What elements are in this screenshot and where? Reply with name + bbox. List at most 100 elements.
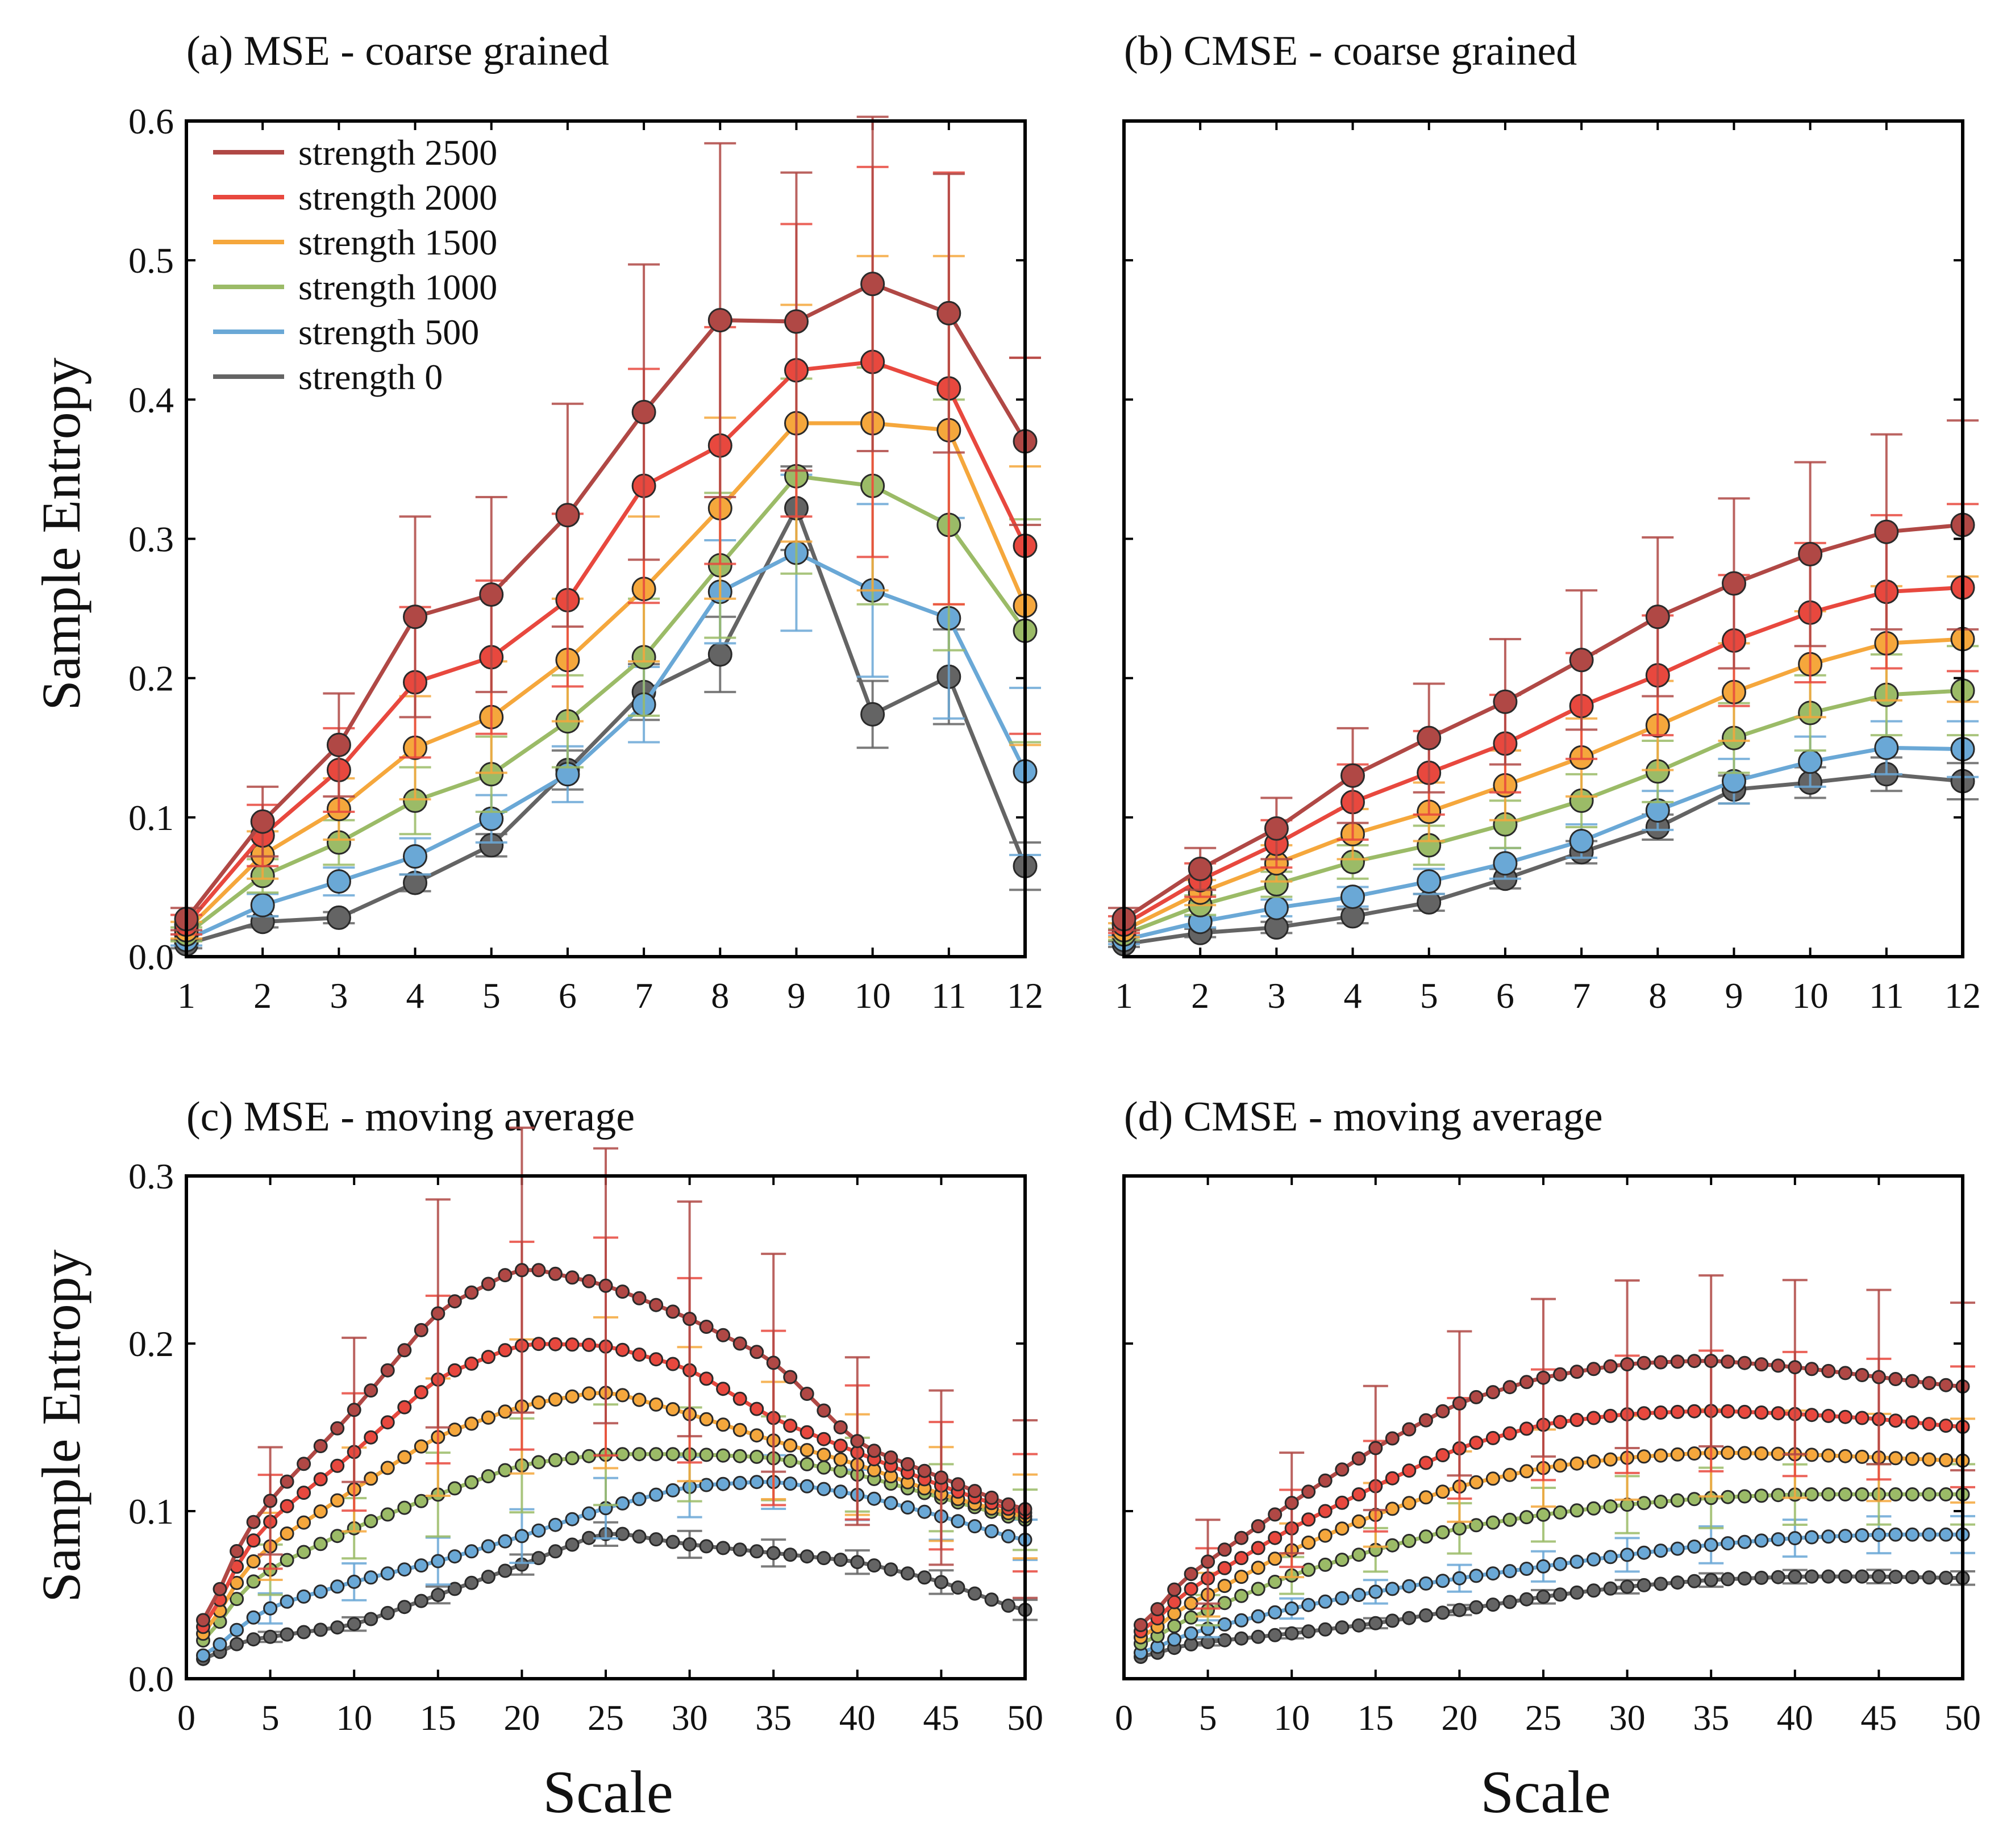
point-c-strength-0-38 bbox=[817, 1551, 831, 1566]
point-d-strength-1500-34 bbox=[1687, 1446, 1702, 1461]
point-c-strength-2500-22 bbox=[548, 1266, 563, 1281]
point-c-strength-0-9 bbox=[330, 1620, 345, 1635]
point-d-strength-500-14 bbox=[1351, 1588, 1366, 1602]
point-c-strength-500-42 bbox=[884, 1496, 898, 1511]
point-c-strength-2000-16 bbox=[447, 1363, 462, 1378]
point-b-strength-2500-2 bbox=[1188, 857, 1213, 881]
point-d-strength-2500-22 bbox=[1485, 1385, 1500, 1400]
xtick-label-d-10: 10 bbox=[1273, 1697, 1310, 1738]
series-c-strength-2500 bbox=[196, 1127, 1038, 1628]
point-d-strength-0-48 bbox=[1922, 1570, 1937, 1585]
point-d-strength-2000-18 bbox=[1418, 1455, 1433, 1470]
point-d-strength-1500-17 bbox=[1402, 1496, 1417, 1511]
point-d-strength-0-7 bbox=[1234, 1631, 1249, 1646]
point-d-strength-2500-9 bbox=[1268, 1507, 1283, 1522]
point-d-strength-2500-19 bbox=[1435, 1404, 1450, 1419]
point-d-strength-1000-11 bbox=[1301, 1562, 1316, 1577]
point-c-strength-2500-35 bbox=[766, 1355, 781, 1370]
xtick-label-d-30: 30 bbox=[1609, 1697, 1646, 1738]
point-d-strength-2500-30 bbox=[1620, 1357, 1635, 1371]
point-d-strength-1000-19 bbox=[1435, 1525, 1450, 1540]
point-d-strength-2500-37 bbox=[1737, 1355, 1752, 1370]
point-c-strength-2500-11 bbox=[364, 1383, 378, 1398]
point-a-strength-2500-2 bbox=[250, 809, 275, 834]
point-c-strength-1500-39 bbox=[833, 1452, 848, 1467]
xtick-label-a-9: 9 bbox=[787, 975, 805, 1016]
point-d-strength-0-22 bbox=[1485, 1597, 1500, 1612]
point-d-strength-0-12 bbox=[1318, 1622, 1333, 1637]
point-c-strength-0-42 bbox=[884, 1562, 898, 1577]
point-d-strength-0-46 bbox=[1888, 1570, 1903, 1584]
point-c-strength-0-8 bbox=[313, 1622, 328, 1637]
point-c-strength-0-7 bbox=[297, 1625, 311, 1640]
point-d-strength-1500-24 bbox=[1519, 1464, 1534, 1479]
point-d-strength-500-18 bbox=[1418, 1576, 1433, 1591]
point-b-strength-500-10 bbox=[1798, 749, 1823, 774]
point-d-strength-0-6 bbox=[1217, 1633, 1232, 1647]
point-d-strength-0-38 bbox=[1754, 1570, 1769, 1585]
point-c-strength-1500-18 bbox=[481, 1410, 496, 1425]
point-c-strength-1000-13 bbox=[397, 1500, 412, 1515]
ytick-label-c-0: 0.0 bbox=[128, 1659, 174, 1699]
point-c-strength-500-48 bbox=[984, 1524, 999, 1538]
point-d-strength-2000-12 bbox=[1318, 1504, 1333, 1519]
point-c-strength-1500-13 bbox=[397, 1450, 412, 1465]
point-c-strength-1500-22 bbox=[548, 1392, 563, 1407]
point-d-strength-0-20 bbox=[1452, 1603, 1467, 1617]
xtick-label-c-30: 30 bbox=[672, 1697, 708, 1738]
point-c-strength-0-21 bbox=[531, 1551, 546, 1566]
point-c-strength-2000-19 bbox=[498, 1343, 513, 1358]
point-d-strength-1000-33 bbox=[1670, 1493, 1685, 1508]
point-a-strength-0-10 bbox=[860, 702, 885, 727]
point-c-strength-500-27 bbox=[632, 1492, 647, 1507]
point-d-strength-500-9 bbox=[1268, 1605, 1283, 1620]
point-c-strength-500-9 bbox=[330, 1579, 345, 1594]
point-d-strength-2500-31 bbox=[1637, 1355, 1651, 1370]
point-c-strength-500-23 bbox=[565, 1512, 580, 1526]
title-c: (c) MSE - moving average bbox=[186, 1094, 635, 1140]
point-d-strength-500-27 bbox=[1569, 1554, 1584, 1569]
point-d-strength-2000-21 bbox=[1469, 1436, 1484, 1450]
point-c-strength-2000-26 bbox=[615, 1342, 630, 1357]
point-c-strength-1000-17 bbox=[464, 1475, 479, 1490]
point-c-strength-1000-6 bbox=[280, 1553, 294, 1567]
point-d-strength-1500-28 bbox=[1587, 1454, 1601, 1469]
xtick-label-c-0: 0 bbox=[177, 1697, 195, 1738]
point-c-strength-0-14 bbox=[414, 1593, 428, 1608]
xtick-label-b-10: 10 bbox=[1792, 975, 1829, 1016]
point-c-strength-1500-29 bbox=[665, 1402, 680, 1417]
point-c-strength-500-36 bbox=[783, 1476, 798, 1491]
point-c-strength-500-34 bbox=[750, 1475, 764, 1490]
point-d-strength-2500-4 bbox=[1184, 1567, 1198, 1582]
point-c-strength-2000-29 bbox=[665, 1357, 680, 1371]
point-c-strength-2000-24 bbox=[582, 1337, 596, 1352]
point-c-strength-0-49 bbox=[1001, 1598, 1015, 1613]
point-c-strength-1500-27 bbox=[632, 1392, 647, 1407]
point-d-strength-2500-45 bbox=[1871, 1370, 1886, 1384]
point-d-strength-500-33 bbox=[1670, 1541, 1685, 1556]
xtick-label-b-2: 2 bbox=[1191, 975, 1209, 1016]
xtick-label-d-0: 0 bbox=[1115, 1697, 1133, 1738]
point-d-strength-0-24 bbox=[1519, 1592, 1534, 1607]
point-c-strength-0-43 bbox=[900, 1566, 915, 1581]
point-c-strength-1500-9 bbox=[330, 1493, 345, 1508]
point-d-strength-2500-27 bbox=[1569, 1365, 1584, 1379]
point-d-strength-500-16 bbox=[1385, 1582, 1400, 1596]
point-d-strength-500-26 bbox=[1553, 1557, 1567, 1571]
point-d-strength-1500-33 bbox=[1670, 1447, 1685, 1462]
panel-a-mse-coarse-grained: 1 2 3 4 5 6 7 8 9 10 11 120.00.10.20.30.40.50.6 bbox=[128, 101, 1043, 1016]
point-d-strength-1000-13 bbox=[1335, 1553, 1350, 1567]
point-c-strength-1000-37 bbox=[800, 1457, 814, 1471]
point-d-strength-1000-16 bbox=[1385, 1538, 1400, 1553]
point-c-strength-1000-7 bbox=[297, 1545, 311, 1559]
point-c-strength-0-23 bbox=[565, 1537, 580, 1552]
point-c-strength-2000-31 bbox=[699, 1371, 714, 1386]
point-c-strength-0-48 bbox=[984, 1592, 999, 1607]
point-c-strength-1000-23 bbox=[565, 1451, 580, 1466]
point-d-strength-1000-18 bbox=[1418, 1529, 1433, 1544]
point-c-strength-1000-4 bbox=[246, 1574, 261, 1589]
point-d-strength-0-14 bbox=[1351, 1618, 1366, 1633]
point-d-strength-1000-32 bbox=[1654, 1495, 1668, 1509]
point-c-strength-500-22 bbox=[548, 1517, 563, 1532]
point-d-strength-2500-43 bbox=[1838, 1366, 1852, 1380]
